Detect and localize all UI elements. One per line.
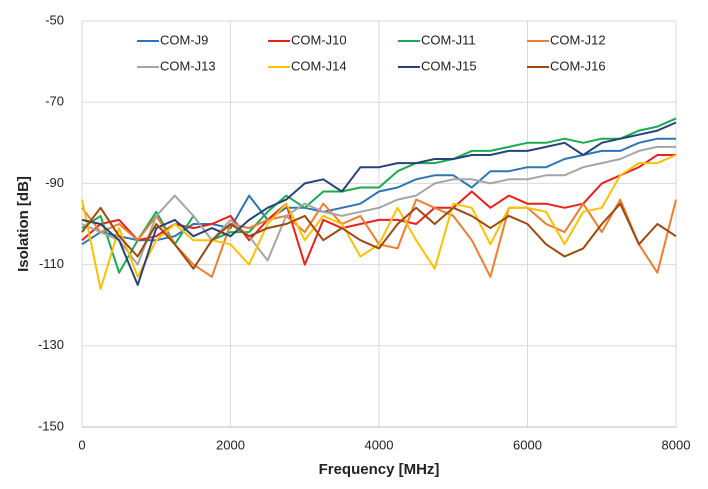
x-tick-label: 4000 bbox=[365, 437, 394, 452]
x-tick-label: 2000 bbox=[216, 437, 245, 452]
legend-label: COM-J12 bbox=[550, 32, 606, 47]
series-line bbox=[81, 117, 677, 274]
series-line bbox=[81, 137, 676, 246]
legend-label: COM-J16 bbox=[550, 58, 606, 73]
legend-label: COM-J14 bbox=[291, 58, 347, 73]
y-tick-label: -150 bbox=[38, 418, 64, 433]
y-axis-title: Isolation [dB] bbox=[15, 176, 32, 272]
y-tick-label: -130 bbox=[38, 337, 64, 352]
legend-label: COM-J11 bbox=[421, 32, 476, 47]
legend-label: COM-J9 bbox=[160, 32, 208, 47]
y-tick-label: -110 bbox=[39, 256, 64, 271]
legend-label: COM-J13 bbox=[160, 58, 216, 73]
y-tick-label: -90 bbox=[45, 175, 64, 190]
x-tick-label: 0 bbox=[78, 437, 85, 452]
series-line bbox=[81, 202, 677, 270]
series-line bbox=[81, 154, 677, 290]
x-tick-label: 8000 bbox=[662, 437, 691, 452]
legend-label: COM-J10 bbox=[291, 32, 347, 47]
x-axis-title: Frequency [MHz] bbox=[319, 461, 440, 478]
series-line bbox=[81, 145, 676, 266]
x-tick-label: 6000 bbox=[513, 437, 542, 452]
legend-label: COM-J15 bbox=[421, 58, 477, 73]
series-line bbox=[81, 121, 677, 286]
y-tick-label: -70 bbox=[45, 94, 64, 109]
y-tick-label: -50 bbox=[45, 12, 64, 27]
